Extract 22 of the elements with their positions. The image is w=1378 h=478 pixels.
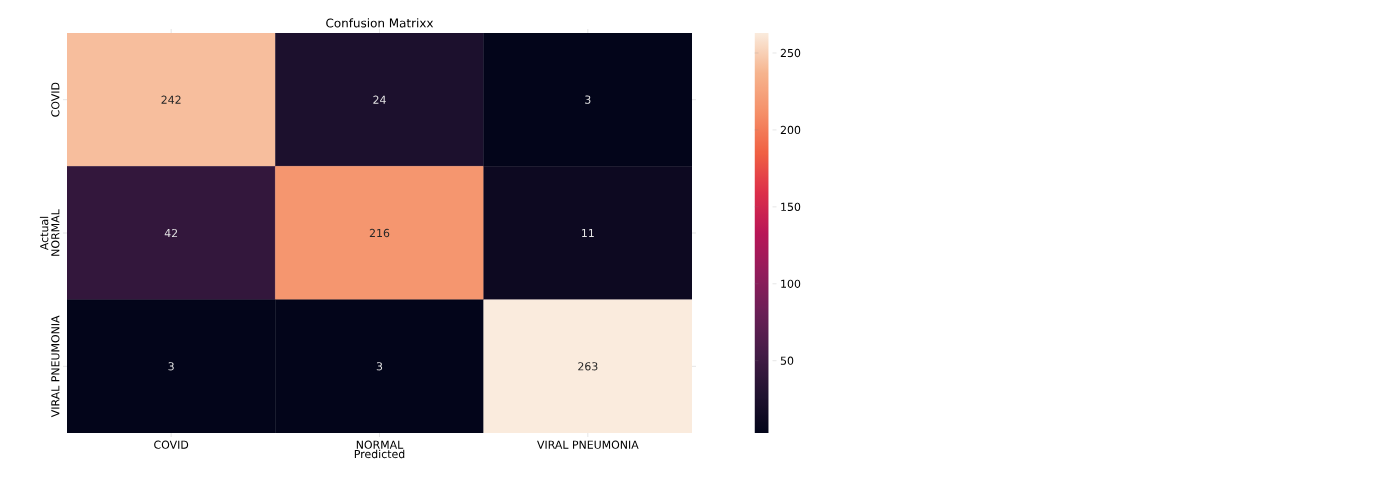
color-bar-label: 150: [781, 202, 801, 211]
data-label: 3: [376, 362, 383, 371]
color-bar-label: 200: [780, 125, 801, 135]
data-label: 242: [161, 95, 181, 104]
x-tick-label: VIRAL PNEUMONIA: [537, 440, 639, 449]
data-label: 11: [582, 229, 594, 237]
y-tick-label: COVID: [51, 82, 60, 117]
chart-title: Confusion Matrixx: [326, 18, 434, 28]
data-label: 42: [164, 228, 178, 238]
data-label: 3: [585, 95, 591, 104]
y-tick-label: NORMAL: [51, 209, 60, 256]
data-label: 216: [369, 228, 390, 238]
color-bar-label: 250: [780, 48, 801, 58]
x-tick-label: COVID: [154, 440, 189, 449]
x-axis-title: Predicted: [354, 449, 405, 459]
color-bar-label: 50: [780, 356, 794, 365]
y-axis-title: Actual: [39, 216, 49, 251]
x-tick-label: NORMAL: [356, 440, 404, 449]
data-label: 3: [168, 362, 174, 371]
color-bar-label: 100: [781, 279, 801, 288]
data-label: 263: [578, 362, 598, 371]
data-label: 24: [373, 95, 386, 104]
